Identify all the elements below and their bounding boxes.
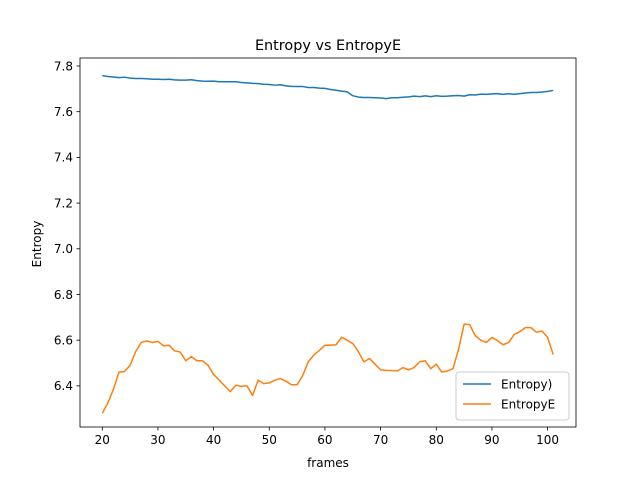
x-tick-label: 60: [317, 433, 332, 447]
x-tick-label: 30: [150, 433, 165, 447]
series-line-1: [102, 74, 554, 100]
y-axis-label: Entropy: [30, 221, 44, 268]
x-tick-label: 80: [429, 433, 444, 447]
y-tick-label: 6.6: [54, 333, 73, 347]
x-tick-label: 70: [373, 433, 388, 447]
x-axis-label: frames: [307, 456, 349, 470]
y-tick-label: 7.4: [54, 151, 73, 165]
legend-label-1: Entropy): [501, 377, 552, 391]
axes-frame: [79, 57, 577, 428]
y-tick-label: 6.8: [54, 288, 73, 302]
x-axis: 20 30 40 50 60 70 80 90 100: [95, 427, 559, 447]
y-tick-label: 7.8: [54, 59, 73, 73]
x-tick-label: 20: [95, 433, 110, 447]
x-tick-label: 90: [484, 433, 499, 447]
y-tick-label: 7.2: [54, 196, 73, 210]
series-line-2: [101, 323, 554, 414]
chart-title: Entropy vs EntropyE: [255, 38, 401, 54]
legend-label-2: EntropyE: [501, 397, 555, 411]
x-tick-label: 50: [262, 433, 277, 447]
x-tick-label: 40: [206, 433, 221, 447]
legend: Entropy) EntropyE: [455, 371, 570, 421]
x-tick-label: 100: [536, 433, 559, 447]
y-axis: 6.4 6.6 6.8 7.0 7.2 7.4 7.6 7.8: [54, 59, 80, 393]
y-tick-label: 6.4: [54, 379, 73, 393]
y-tick-label: 7.6: [54, 105, 73, 119]
plot-area: [79, 57, 577, 428]
y-tick-label: 7.0: [54, 242, 73, 256]
